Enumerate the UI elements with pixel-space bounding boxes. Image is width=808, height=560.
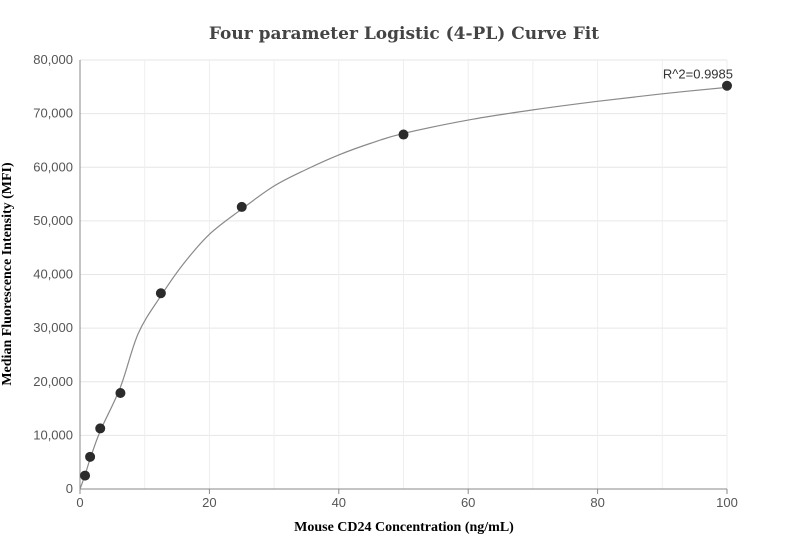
x-tick-label: 20: [202, 495, 216, 510]
x-tick-label: 100: [716, 495, 738, 510]
y-tick-label: 70,000: [33, 106, 73, 121]
data-point: [722, 80, 732, 91]
x-tick-label: 80: [590, 495, 604, 510]
y-tick-label: 30,000: [33, 320, 73, 335]
x-tick-label: 60: [461, 495, 475, 510]
y-tick-label: 20,000: [33, 374, 73, 389]
data-point: [80, 470, 91, 481]
fit-curve-layer: [79, 86, 728, 490]
data-point: [95, 423, 106, 434]
y-tick-label: 50,000: [33, 213, 73, 228]
r-squared-annotation: R^2=0.9985: [663, 67, 733, 82]
x-tick-label: 40: [332, 495, 346, 510]
y-tick-label: 60,000: [33, 159, 73, 174]
data-point: [115, 388, 126, 399]
data-point: [398, 129, 409, 140]
y-tick-label: 80,000: [33, 52, 73, 67]
y-axis-title: Median Fluorescence Intensity (MFI): [0, 162, 15, 386]
annotations: R^2=0.9985: [663, 67, 733, 82]
axes: [79, 60, 728, 494]
chart-title: Four parameter Logistic (4-PL) Curve Fit: [209, 24, 599, 44]
y-tick-label: 40,000: [33, 267, 73, 282]
x-axis-title: Mouse CD24 Concentration (ng/mL): [294, 520, 514, 535]
x-tick-label: 0: [76, 495, 83, 510]
grid: [80, 59, 728, 489]
tick-labels: 0 10,000 20,000 30,000 40,000 50,000 60,000 70,…: [33, 52, 738, 510]
data-points: [80, 80, 732, 481]
y-tick-label: 10,000: [33, 427, 73, 442]
data-point: [155, 288, 166, 299]
data-point: [236, 201, 247, 212]
data-point: [85, 451, 96, 462]
fit-curve: [79, 86, 728, 490]
y-tick-label: 0: [66, 481, 73, 496]
